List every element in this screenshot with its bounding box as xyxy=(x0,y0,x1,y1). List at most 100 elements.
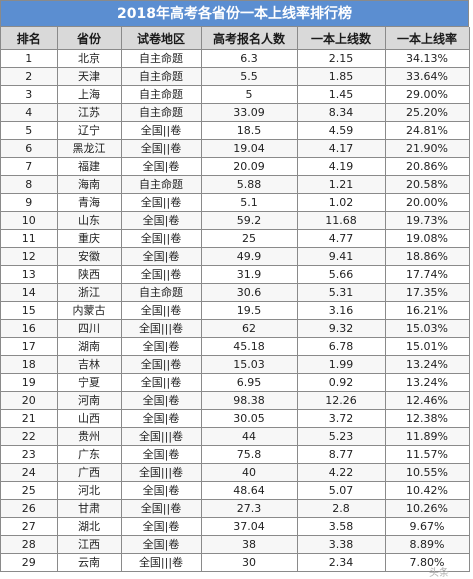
cell-province: 云南 xyxy=(57,553,122,572)
table-row: 9 青海 全国||卷 5.1 1.02 20.00% xyxy=(1,193,470,212)
cell-exam-region: 自主命题 xyxy=(121,67,202,86)
cell-tier1-count: 2.8 xyxy=(297,499,386,518)
cell-exam-region: 自主命题 xyxy=(121,49,202,68)
cell-exam-region: 全国||卷 xyxy=(121,373,202,392)
cell-rank: 11 xyxy=(1,229,58,248)
table-row: 24 广西 全国|||卷 40 4.22 10.55% xyxy=(1,463,470,482)
cell-province: 黑龙江 xyxy=(57,139,122,158)
table-row: 15 内蒙古 全国||卷 19.5 3.16 16.21% xyxy=(1,301,470,320)
cell-tier1-rate: 9.67% xyxy=(385,517,470,536)
table-row: 28 江西 全国|卷 38 3.38 8.89% xyxy=(1,535,470,554)
table-row: 11 重庆 全国||卷 25 4.77 19.08% xyxy=(1,229,470,248)
cell-exam-region: 全国|||卷 xyxy=(121,463,202,482)
cell-tier1-count: 3.16 xyxy=(297,301,386,320)
table-row: 8 海南 自主命题 5.88 1.21 20.58% xyxy=(1,175,470,194)
table-row: 1 北京 自主命题 6.3 2.15 34.13% xyxy=(1,49,470,68)
cell-exam-region: 全国|卷 xyxy=(121,337,202,356)
cell-applicants: 19.04 xyxy=(201,139,298,158)
cell-province: 辽宁 xyxy=(57,121,122,140)
cell-applicants: 25 xyxy=(201,229,298,248)
cell-province: 湖北 xyxy=(57,517,122,536)
cell-rank: 20 xyxy=(1,391,58,410)
cell-tier1-count: 4.19 xyxy=(297,157,386,176)
cell-rank: 13 xyxy=(1,265,58,284)
table-row: 17 湖南 全国|卷 45.18 6.78 15.01% xyxy=(1,337,470,356)
cell-province: 宁夏 xyxy=(57,373,122,392)
cell-tier1-rate: 15.03% xyxy=(385,319,470,338)
cell-exam-region: 全国||卷 xyxy=(121,139,202,158)
cell-tier1-rate: 21.90% xyxy=(385,139,470,158)
cell-province: 重庆 xyxy=(57,229,122,248)
cell-tier1-rate: 33.64% xyxy=(385,67,470,86)
cell-applicants: 6.95 xyxy=(201,373,298,392)
cell-rank: 23 xyxy=(1,445,58,464)
table-body: 1 北京 自主命题 6.3 2.15 34.13% 2 天津 自主命题 5.5 1.85 33.64%… xyxy=(1,49,470,572)
header-applicants: 高考报名人数 xyxy=(201,27,298,50)
cell-tier1-rate: 11.57% xyxy=(385,445,470,464)
cell-province: 福建 xyxy=(57,157,122,176)
cell-tier1-count: 1.99 xyxy=(297,355,386,374)
cell-tier1-rate: 24.81% xyxy=(385,121,470,140)
cell-province: 湖南 xyxy=(57,337,122,356)
cell-applicants: 98.38 xyxy=(201,391,298,410)
cell-applicants: 75.8 xyxy=(201,445,298,464)
cell-rank: 15 xyxy=(1,301,58,320)
cell-tier1-count: 11.68 xyxy=(297,211,386,230)
cell-province: 河北 xyxy=(57,481,122,500)
table-row: 22 贵州 全国|||卷 44 5.23 11.89% xyxy=(1,427,470,446)
table-row: 16 四川 全国|||卷 62 9.32 15.03% xyxy=(1,319,470,338)
cell-province: 海南 xyxy=(57,175,122,194)
header-tier1-rate: 一本上线率 xyxy=(385,27,470,50)
cell-tier1-rate: 13.24% xyxy=(385,355,470,374)
cell-tier1-rate: 11.89% xyxy=(385,427,470,446)
cell-exam-region: 全国|||卷 xyxy=(121,553,202,572)
cell-tier1-count: 4.59 xyxy=(297,121,386,140)
cell-exam-region: 自主命题 xyxy=(121,85,202,104)
cell-rank: 25 xyxy=(1,481,58,500)
table-row: 7 福建 全国|卷 20.09 4.19 20.86% xyxy=(1,157,470,176)
cell-tier1-rate: 25.20% xyxy=(385,103,470,122)
cell-applicants: 38 xyxy=(201,535,298,554)
cell-exam-region: 全国|卷 xyxy=(121,391,202,410)
header-rank: 排名 xyxy=(1,27,58,50)
cell-rank: 12 xyxy=(1,247,58,266)
cell-applicants: 18.5 xyxy=(201,121,298,140)
cell-rank: 19 xyxy=(1,373,58,392)
cell-exam-region: 全国|卷 xyxy=(121,445,202,464)
cell-province: 山西 xyxy=(57,409,122,428)
cell-rank: 26 xyxy=(1,499,58,518)
cell-applicants: 15.03 xyxy=(201,355,298,374)
cell-province: 河南 xyxy=(57,391,122,410)
cell-applicants: 59.2 xyxy=(201,211,298,230)
cell-applicants: 31.9 xyxy=(201,265,298,284)
cell-tier1-count: 5.66 xyxy=(297,265,386,284)
cell-tier1-count: 8.77 xyxy=(297,445,386,464)
cell-tier1-rate: 10.26% xyxy=(385,499,470,518)
cell-rank: 8 xyxy=(1,175,58,194)
cell-applicants: 20.09 xyxy=(201,157,298,176)
cell-rank: 29 xyxy=(1,553,58,572)
cell-exam-region: 自主命题 xyxy=(121,103,202,122)
cell-applicants: 30 xyxy=(201,553,298,572)
cell-tier1-rate: 12.38% xyxy=(385,409,470,428)
cell-applicants: 37.04 xyxy=(201,517,298,536)
cell-tier1-rate: 19.08% xyxy=(385,229,470,248)
cell-exam-region: 全国||卷 xyxy=(121,301,202,320)
cell-tier1-rate: 34.13% xyxy=(385,49,470,68)
cell-tier1-rate: 15.01% xyxy=(385,337,470,356)
watermark-text: 头条 xyxy=(429,568,449,579)
cell-exam-region: 全国|卷 xyxy=(121,409,202,428)
cell-tier1-count: 3.58 xyxy=(297,517,386,536)
cell-tier1-count: 0.92 xyxy=(297,373,386,392)
cell-applicants: 40 xyxy=(201,463,298,482)
cell-province: 天津 xyxy=(57,67,122,86)
cell-rank: 22 xyxy=(1,427,58,446)
cell-province: 浙江 xyxy=(57,283,122,302)
cell-applicants: 30.05 xyxy=(201,409,298,428)
table-row: 25 河北 全国|卷 48.64 5.07 10.42% xyxy=(1,481,470,500)
cell-exam-region: 全国||卷 xyxy=(121,355,202,374)
cell-tier1-rate: 20.86% xyxy=(385,157,470,176)
table-row: 18 吉林 全国||卷 15.03 1.99 13.24% xyxy=(1,355,470,374)
cell-tier1-count: 1.45 xyxy=(297,85,386,104)
